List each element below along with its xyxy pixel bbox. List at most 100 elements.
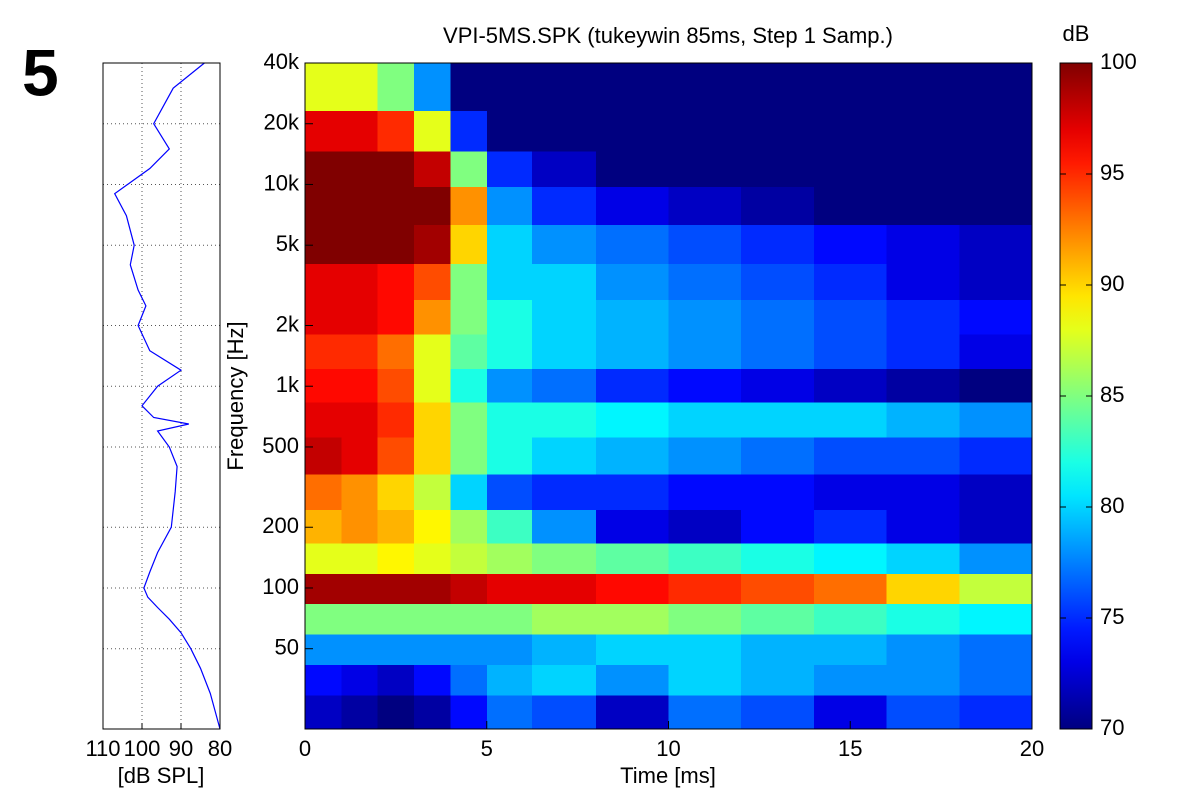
response-line <box>113 62 221 730</box>
heat-cell <box>341 299 379 335</box>
y-tick-label: 500 <box>262 433 299 458</box>
heat-cell <box>532 186 597 226</box>
heat-cell <box>813 542 888 574</box>
heat-cell <box>595 150 670 187</box>
heat-cell <box>305 633 342 665</box>
heat-cell <box>377 694 415 730</box>
heat-cell <box>741 473 815 511</box>
heat-cell <box>595 664 670 696</box>
heat-cell <box>377 436 415 475</box>
heat-cell <box>595 299 670 335</box>
heat-cell <box>450 573 488 605</box>
heat-cell <box>668 509 742 544</box>
heat-cell <box>486 436 533 475</box>
colorbar-tick-label: 90 <box>1100 271 1124 296</box>
heat-cell <box>486 694 533 730</box>
x-tick-label: 20 <box>1020 736 1044 761</box>
heat-cell <box>813 299 888 335</box>
heat-cell <box>414 110 451 152</box>
heat-cell <box>377 401 415 438</box>
heat-cell <box>959 509 1033 544</box>
x-tick-label: 90 <box>169 736 193 761</box>
heat-cell <box>741 436 815 475</box>
heat-cell <box>414 694 451 730</box>
heat-cell <box>341 150 379 187</box>
heat-cell <box>305 110 342 152</box>
heat-cell <box>813 368 888 403</box>
heat-cell <box>886 368 960 403</box>
heat-cell <box>532 63 597 112</box>
heat-cell <box>886 542 960 574</box>
heat-cell <box>377 63 415 112</box>
heat-cell <box>341 333 379 370</box>
y-tick-label: 40k <box>264 49 300 74</box>
heat-cell <box>741 509 815 544</box>
y-tick-label: 5k <box>276 231 300 256</box>
heat-cell <box>450 63 488 112</box>
heat-cell <box>377 299 415 335</box>
side-x-axis-label: [dB SPL] <box>118 763 205 788</box>
heat-cell <box>959 186 1033 226</box>
heat-cell <box>886 664 960 696</box>
y-tick-label: 100 <box>262 574 299 599</box>
heat-cell <box>813 664 888 696</box>
y-tick-label: 10k <box>264 170 300 195</box>
heat-cell <box>668 664 742 696</box>
heat-cell <box>595 542 670 574</box>
heat-cell <box>532 542 597 574</box>
heat-cell <box>668 263 742 300</box>
x-tick-label: 5 <box>481 736 493 761</box>
heat-cell <box>595 263 670 300</box>
heat-cell <box>341 542 379 574</box>
heat-cell <box>414 473 451 511</box>
heat-cell <box>595 694 670 730</box>
heat-cell <box>741 368 815 403</box>
heat-cell <box>377 186 415 226</box>
heat-cell <box>813 633 888 665</box>
heat-cell <box>414 664 451 696</box>
heat-cell <box>813 150 888 187</box>
heat-cell <box>305 224 342 265</box>
heat-cell <box>532 333 597 370</box>
heat-cell <box>341 473 379 511</box>
heat-cell <box>305 368 342 403</box>
y-tick-label: 20k <box>264 110 300 135</box>
heat-cell <box>595 333 670 370</box>
heat-cell <box>741 401 815 438</box>
heat-cell <box>450 633 488 665</box>
heat-cell <box>486 186 533 226</box>
heat-cell <box>595 63 670 112</box>
heat-cell <box>450 299 488 335</box>
heat-cell <box>532 299 597 335</box>
heat-cell <box>414 436 451 475</box>
heat-cell <box>813 603 888 635</box>
heat-cell <box>741 542 815 574</box>
heat-cell <box>668 694 742 730</box>
heat-cell <box>959 224 1033 265</box>
heat-cell <box>668 473 742 511</box>
y-tick-label: 200 <box>262 513 299 538</box>
heat-cell <box>377 368 415 403</box>
heat-cell <box>377 263 415 300</box>
heat-cell <box>532 694 597 730</box>
heat-cell <box>341 694 379 730</box>
heat-cell <box>532 110 597 152</box>
heat-cell <box>668 224 742 265</box>
heat-cell <box>341 436 379 475</box>
heat-cell <box>450 224 488 265</box>
heat-cell <box>886 694 960 730</box>
heat-cell <box>886 603 960 635</box>
heat-cell <box>959 664 1033 696</box>
heat-cell <box>668 633 742 665</box>
y-tick-label: 1k <box>276 372 300 397</box>
heat-cell <box>305 333 342 370</box>
heat-cell <box>959 263 1033 300</box>
heat-cell <box>741 224 815 265</box>
heat-cell <box>668 436 742 475</box>
heat-cell <box>532 401 597 438</box>
heat-cell <box>305 542 342 574</box>
colorbar-tick-label: 75 <box>1100 604 1124 629</box>
heat-cell <box>532 473 597 511</box>
heat-cell <box>886 436 960 475</box>
axes-frame <box>304 62 1033 730</box>
